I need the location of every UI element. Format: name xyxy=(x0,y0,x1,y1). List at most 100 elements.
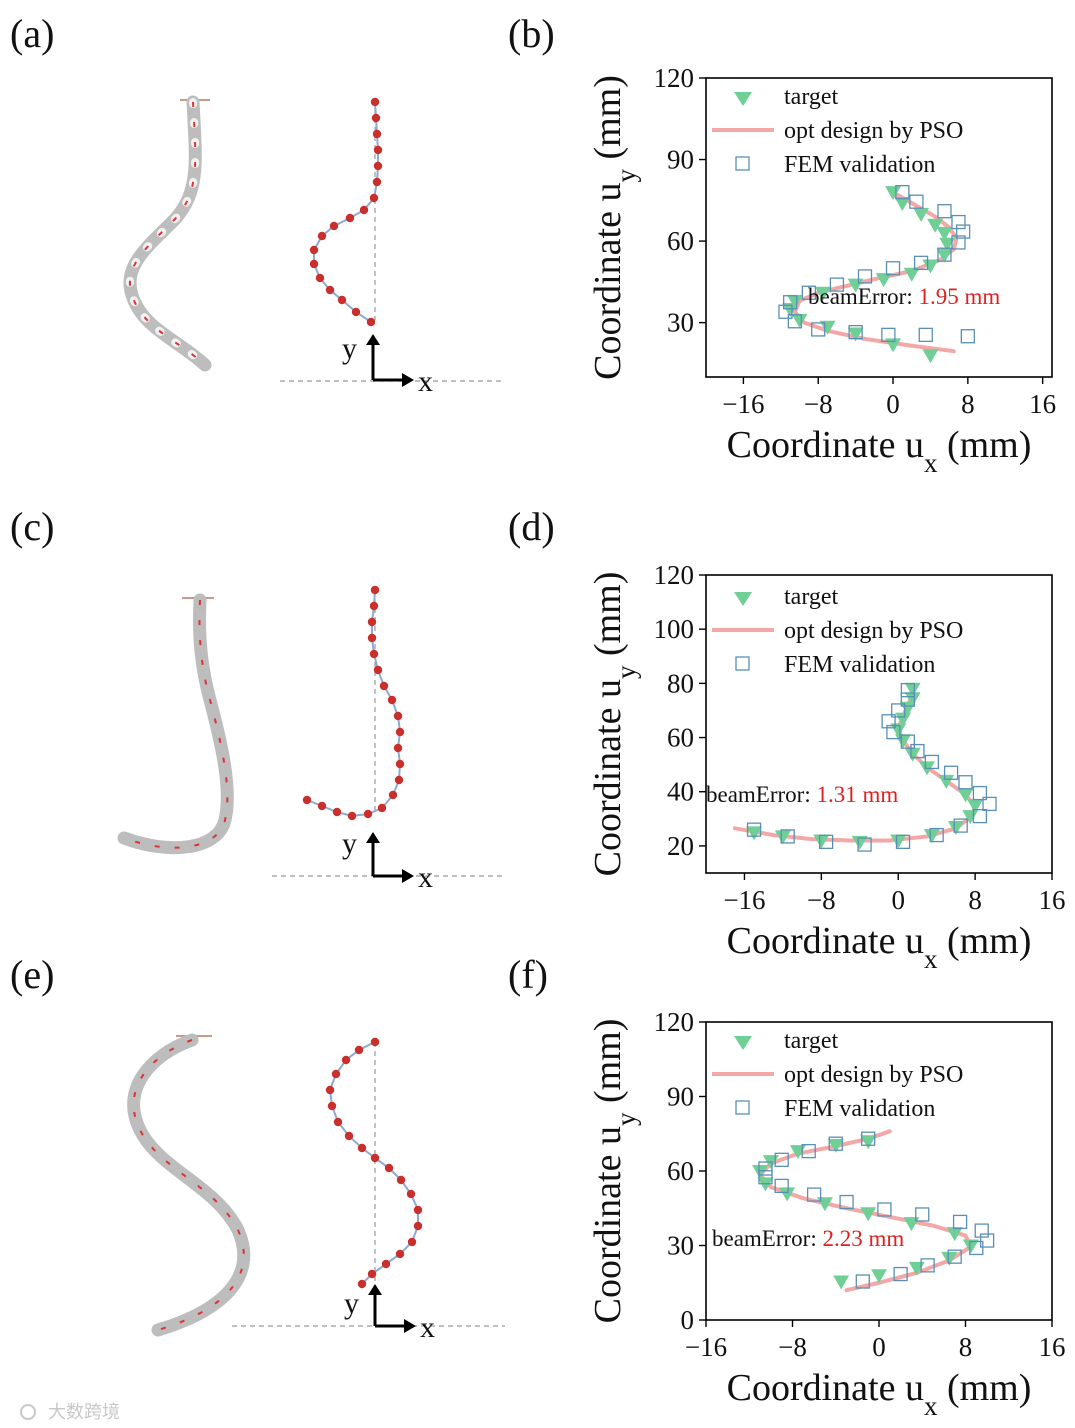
target-point xyxy=(752,1165,769,1179)
x-tick-label: −16 xyxy=(723,885,765,915)
x-axis-label: Coordinate ux (mm) xyxy=(727,920,1032,974)
target-point xyxy=(967,799,984,814)
fem-point xyxy=(900,734,915,749)
y-tick-label: 90 xyxy=(667,145,694,175)
beam-node xyxy=(344,1131,354,1141)
beam-node xyxy=(394,775,404,785)
legend-fem-marker xyxy=(735,656,750,671)
target-point xyxy=(962,810,979,825)
chart-b: −16 −8 0 8 16 30 60 90 120 Coordinate ux (mm) Coor… xyxy=(587,63,1056,478)
beam-node xyxy=(381,1259,391,1269)
fem-point xyxy=(885,261,901,276)
x-tick-label: −16 xyxy=(722,389,764,419)
y-tick-label: 60 xyxy=(667,226,694,256)
fem-point xyxy=(937,247,952,262)
beam-node xyxy=(325,285,335,295)
panel-label-d: (d) xyxy=(508,504,555,549)
beam-node xyxy=(393,743,403,753)
panel-label-b: (b) xyxy=(508,11,555,56)
beam-node xyxy=(337,295,347,305)
fem-point xyxy=(952,1214,968,1230)
beam-model-e xyxy=(232,1037,505,1327)
y-tick-label: 30 xyxy=(667,1231,694,1261)
beam-node xyxy=(367,633,377,643)
y-arrow-icon xyxy=(368,1284,382,1295)
fem-point xyxy=(861,1131,876,1146)
beam-node xyxy=(354,1045,364,1055)
fem-point xyxy=(758,1170,773,1185)
fem-point xyxy=(780,829,795,844)
beam-photo-c xyxy=(117,593,234,855)
plot-frame xyxy=(705,77,1053,378)
beam-model-c xyxy=(272,585,505,877)
fem-point xyxy=(857,269,873,284)
fem-point xyxy=(909,194,924,209)
y-tick-label: 40 xyxy=(667,777,694,807)
beam-error-annotation: beamError: 2.23 mm xyxy=(712,1226,904,1251)
x-tick-label: 16 xyxy=(1039,1332,1066,1362)
target-point xyxy=(946,1227,963,1242)
beam-node xyxy=(359,205,369,215)
opt-design-line xyxy=(732,692,978,843)
fem-point xyxy=(801,1143,816,1159)
beam-node xyxy=(357,1279,367,1289)
target-point xyxy=(922,349,939,364)
fem-point xyxy=(915,1207,930,1222)
beam-node xyxy=(370,585,380,595)
fem-point xyxy=(982,796,997,812)
fem-point xyxy=(746,822,762,837)
target-point xyxy=(927,218,944,233)
target-point xyxy=(957,788,974,803)
x-tick-label: 16 xyxy=(1039,885,1066,915)
beam-photo-a xyxy=(123,95,212,372)
x-tick-label: 0 xyxy=(872,1332,886,1362)
beam-node xyxy=(395,727,405,737)
legend-fem-label: FEM validation xyxy=(784,652,935,678)
watermark-text: 大数跨境 xyxy=(48,1402,120,1423)
legend-target-label: target xyxy=(784,84,839,110)
beam-node xyxy=(317,801,327,811)
frame-e: y x xyxy=(344,1284,435,1344)
y-tick-label: 100 xyxy=(654,614,695,644)
target-point xyxy=(847,327,864,342)
plot-frame xyxy=(705,574,1053,874)
beam-node xyxy=(371,113,381,123)
fem-point xyxy=(972,808,988,824)
y-axis-label: Coordinate uy (mm) xyxy=(587,75,641,380)
beam-node xyxy=(363,809,373,819)
beam-node xyxy=(331,1069,341,1079)
beam-node xyxy=(315,273,325,283)
fem-point xyxy=(979,1233,995,1248)
target-point xyxy=(860,1135,877,1150)
beam-node xyxy=(369,601,379,611)
target-point xyxy=(895,712,912,727)
legend-opt-label: opt design by PSO xyxy=(784,118,963,144)
x-tick-label: −8 xyxy=(778,1332,807,1362)
x-axis-label: Coordinate ux (mm) xyxy=(727,1367,1032,1421)
x-tick-label: 0 xyxy=(891,885,905,915)
y-tick-label: 30 xyxy=(667,308,694,338)
fem-point xyxy=(929,827,944,843)
beam-node xyxy=(357,1143,367,1153)
frame-y-label: y xyxy=(344,1287,359,1320)
beam-node xyxy=(332,807,342,817)
fem-point xyxy=(974,1223,989,1238)
target-point xyxy=(939,237,956,252)
x-tick-label: 8 xyxy=(968,885,982,915)
beam-node xyxy=(395,1249,405,1259)
fem-point xyxy=(969,1240,984,1256)
target-point xyxy=(847,278,864,293)
fem-point xyxy=(828,1136,843,1151)
legend-fem-label: FEM validation xyxy=(784,152,935,178)
fem-point xyxy=(910,743,925,759)
frame-x-label: x xyxy=(420,1311,435,1344)
beam-node xyxy=(325,1085,335,1095)
fem-point xyxy=(886,724,901,740)
y-tick-label: 120 xyxy=(654,560,695,590)
target-point xyxy=(746,826,763,841)
fem-point xyxy=(920,1258,935,1273)
fem-point xyxy=(783,295,798,310)
fem-point xyxy=(893,1266,908,1282)
beam-node xyxy=(373,161,383,171)
fem-point xyxy=(958,775,973,790)
